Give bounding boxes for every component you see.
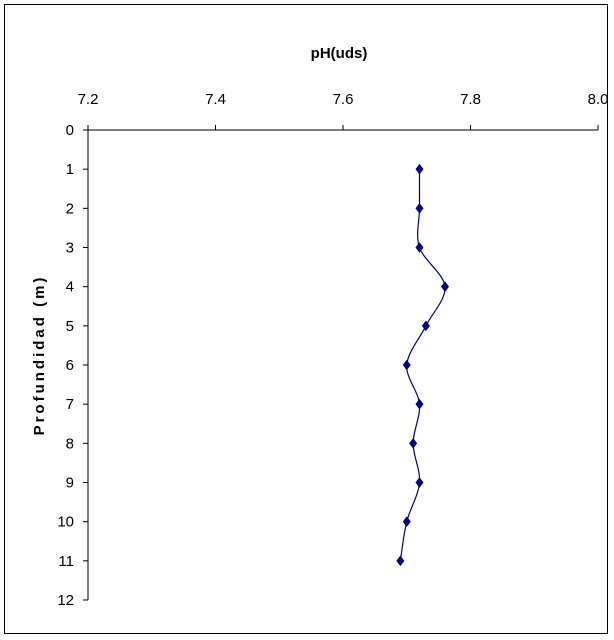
data-point-marker bbox=[409, 437, 418, 449]
chart-frame bbox=[4, 4, 608, 634]
data-point-marker bbox=[421, 320, 430, 332]
y-tick-label: 3 bbox=[66, 240, 74, 257]
y-tick-label: 4 bbox=[66, 279, 74, 296]
plot-area bbox=[396, 163, 450, 567]
x-axis-title: pH(uds) bbox=[311, 45, 368, 62]
data-point-marker bbox=[415, 163, 424, 175]
y-tick-label: 12 bbox=[57, 592, 74, 609]
data-point-marker bbox=[415, 477, 424, 488]
data-point-marker bbox=[440, 281, 450, 293]
x-tick-label: 7.8 bbox=[460, 91, 481, 108]
data-point-marker bbox=[415, 398, 424, 410]
data-point-marker bbox=[396, 555, 405, 567]
data-point-marker bbox=[402, 516, 411, 528]
x-tick-label: 7.2 bbox=[78, 91, 99, 108]
x-tick-label: 8.0 bbox=[588, 91, 609, 108]
data-point-marker bbox=[415, 242, 424, 253]
y-tick-label: 6 bbox=[66, 357, 74, 374]
x-tick-label: 7.6 bbox=[333, 91, 354, 108]
y-tick-label: 2 bbox=[66, 200, 74, 217]
y-tick-label: 8 bbox=[66, 435, 74, 452]
y-tick-label: 11 bbox=[58, 553, 74, 570]
y-tick-label: 5 bbox=[66, 318, 74, 335]
y-tick-label: 1 bbox=[66, 161, 74, 178]
y-axis-title: Profundidad (m) bbox=[31, 275, 48, 436]
x-tick-label: 7.4 bbox=[205, 91, 226, 108]
y-tick-label: 10 bbox=[57, 514, 74, 531]
y-tick-label: 7 bbox=[66, 396, 74, 413]
y-tick-label: 0 bbox=[66, 122, 74, 139]
y-tick-label: 9 bbox=[66, 475, 74, 492]
data-point-marker bbox=[415, 202, 424, 214]
data-point-marker bbox=[402, 359, 411, 371]
